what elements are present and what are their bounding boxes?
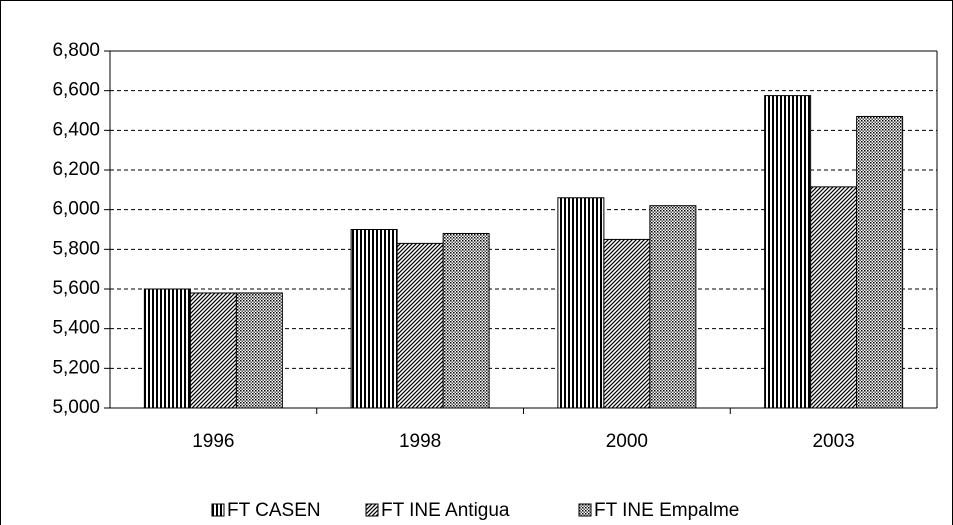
legend-label: FT INE Antigua (381, 500, 510, 521)
y-tick-label: 6,400 (52, 119, 100, 140)
legend-swatch (365, 503, 379, 517)
bar (143, 288, 191, 409)
x-tick-label: 1996 (192, 431, 234, 452)
legend-label: FT CASEN (227, 500, 321, 521)
bar (649, 205, 697, 409)
y-tick-label: 5,600 (52, 278, 100, 299)
bar (189, 292, 237, 409)
y-tick-label: 5,400 (52, 318, 100, 339)
legend-swatch (211, 503, 225, 517)
y-tick-label: 6,200 (52, 159, 100, 180)
y-tick-label: 6,600 (52, 80, 100, 101)
bar (603, 238, 651, 409)
bar (396, 242, 444, 409)
x-tick-label: 1998 (399, 431, 441, 452)
bar (350, 229, 398, 409)
bar (856, 115, 904, 409)
bar (442, 232, 490, 409)
x-tick-label: 2003 (812, 431, 854, 452)
y-tick-label: 5,800 (52, 238, 100, 259)
y-tick-label: 5,200 (52, 357, 100, 378)
bar (764, 95, 812, 409)
legend-label: FT INE Empalme (594, 500, 739, 521)
x-tick-label: 2000 (606, 431, 648, 452)
y-tick-label: 6,000 (52, 199, 100, 220)
y-tick-label: 5,000 (52, 397, 100, 418)
bar (235, 292, 283, 409)
legend-swatch (578, 503, 592, 517)
y-tick-label: 6,800 (52, 40, 100, 61)
bar (557, 197, 605, 409)
bar (810, 186, 858, 409)
